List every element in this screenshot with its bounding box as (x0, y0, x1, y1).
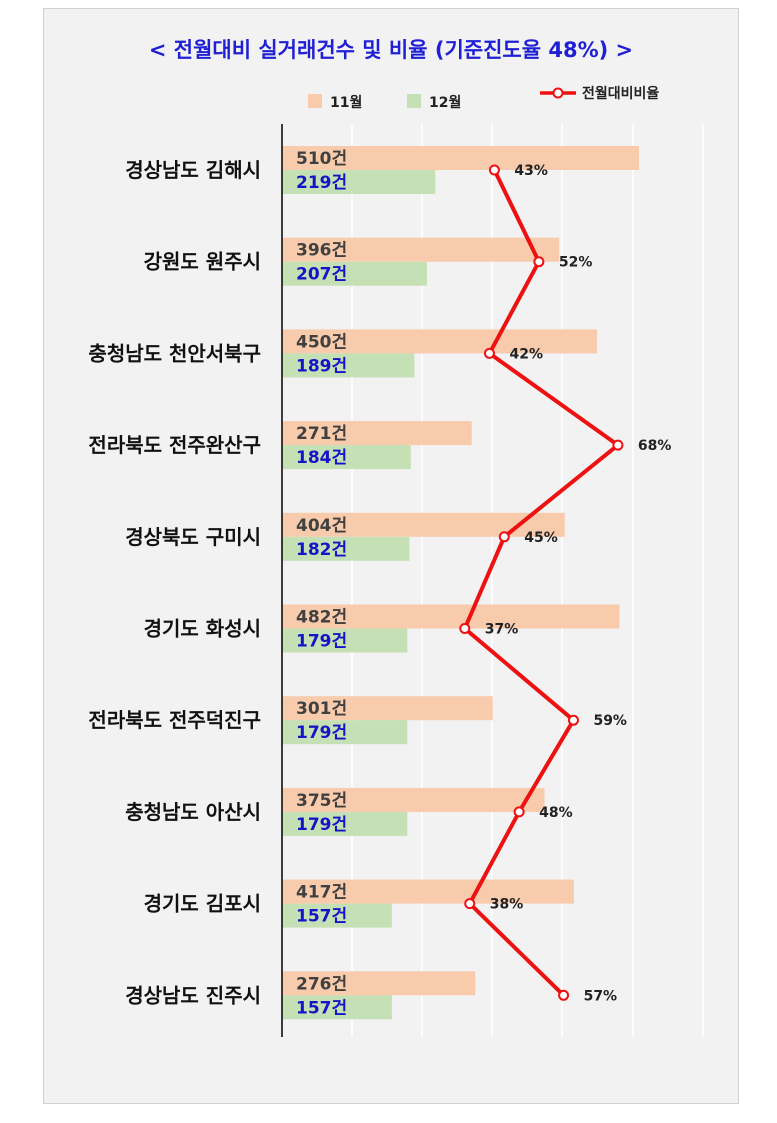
bar-nov (282, 971, 476, 996)
bar-dec (282, 170, 436, 194)
value-label-nov: 301건 (296, 699, 347, 719)
ratio-label: 57% (584, 988, 618, 1004)
value-label-nov: 482건 (296, 608, 347, 628)
value-label-nov: 271건 (296, 424, 347, 444)
bar-dec (282, 445, 411, 470)
value-label-dec: 182건 (296, 540, 347, 560)
category-label: 충청남도 천안서북구 (88, 341, 261, 365)
ratio-label: 59% (593, 713, 627, 729)
bar-nov (282, 696, 493, 721)
bar-dec (282, 903, 392, 928)
bar-nov (282, 421, 472, 446)
bars: 510건 219건 396건 207건 450건 189건 271건 184건 404건 182건… (282, 146, 639, 1020)
legend-swatch-nov (308, 94, 322, 108)
bar-dec (282, 353, 415, 378)
category-label: 전라북도 전주덕진구 (88, 708, 261, 732)
value-label-nov: 510건 (296, 149, 347, 169)
category-label: 강원도 원주시 (144, 250, 261, 274)
value-label-dec: 157건 (296, 907, 347, 927)
value-label-nov: 276건 (296, 974, 347, 994)
legend-label-nov: 11월 (330, 94, 362, 111)
ratio-line-series: 43% 52% 42% 68% 45% 37% 59% 48% 38% 57% (459, 163, 672, 1004)
category-label: 전라북도 전주완산구 (88, 433, 261, 457)
bar-nov (282, 604, 620, 629)
ratio-label: 68% (638, 438, 672, 454)
category-label: 경기도 화성시 (144, 617, 261, 641)
ratio-point (567, 714, 579, 726)
ratio-label: 52% (559, 255, 593, 271)
ratio-label: 37% (485, 622, 519, 638)
value-label-nov: 404건 (296, 516, 347, 536)
ratio-line (462, 169, 620, 997)
ratio-label: 38% (490, 897, 524, 913)
bar-dec (282, 720, 408, 745)
value-label-nov: 450건 (296, 332, 347, 352)
ratio-point (558, 989, 570, 1001)
ratio-point (488, 164, 500, 176)
category-label: 경상남도 진주시 (125, 983, 261, 1007)
bar-nov (282, 146, 639, 170)
bar-nov (282, 879, 574, 904)
bar-dec (282, 261, 427, 286)
value-label-nov: 375건 (296, 791, 347, 811)
value-label-dec: 184건 (296, 448, 347, 468)
value-label-dec: 189건 (296, 356, 347, 376)
ratio-label: 45% (524, 530, 558, 546)
category-label: 충청남도 아산시 (125, 800, 261, 824)
chart-title: < 전월대비 실거래건수 및 비율 (기준진도율 48%) > (149, 38, 633, 62)
ratio-point (513, 806, 525, 818)
bar-dec (282, 811, 408, 836)
legend-swatch-dec (407, 94, 421, 108)
ratio-point (612, 439, 624, 451)
ratio-point (498, 531, 510, 543)
ratio-label: 42% (509, 346, 543, 362)
value-label-dec: 207건 (296, 265, 347, 285)
bar-dec (282, 628, 408, 653)
value-label-dec: 157건 (296, 998, 347, 1018)
category-label: 경상북도 구미시 (125, 525, 261, 549)
value-label-nov: 396건 (296, 241, 347, 261)
legend-marker-ratio (552, 87, 564, 99)
category-label: 경상남도 김해시 (125, 158, 261, 182)
legend-label-dec: 12월 (429, 94, 461, 111)
ratio-label: 48% (539, 805, 573, 821)
bar-nov (282, 787, 545, 812)
value-label-dec: 219건 (296, 173, 347, 193)
legend: 11월 12월 전월대비비율 (308, 85, 659, 111)
ratio-point (464, 898, 476, 910)
bar-nov (282, 329, 597, 354)
value-label-nov: 417건 (296, 883, 347, 903)
category-label: 경기도 김포시 (144, 892, 261, 916)
ratio-label: 43% (514, 163, 548, 179)
ratio-point (483, 347, 495, 359)
ratio-point (533, 256, 545, 268)
bar-dec (282, 995, 392, 1020)
bar-nov (282, 237, 560, 262)
bar-dec (282, 536, 410, 561)
legend-label-ratio: 전월대비비율 (582, 85, 659, 102)
value-label-dec: 179건 (296, 632, 347, 652)
value-label-dec: 179건 (296, 815, 347, 835)
ratio-point (459, 623, 471, 634)
value-label-dec: 179건 (296, 723, 347, 743)
